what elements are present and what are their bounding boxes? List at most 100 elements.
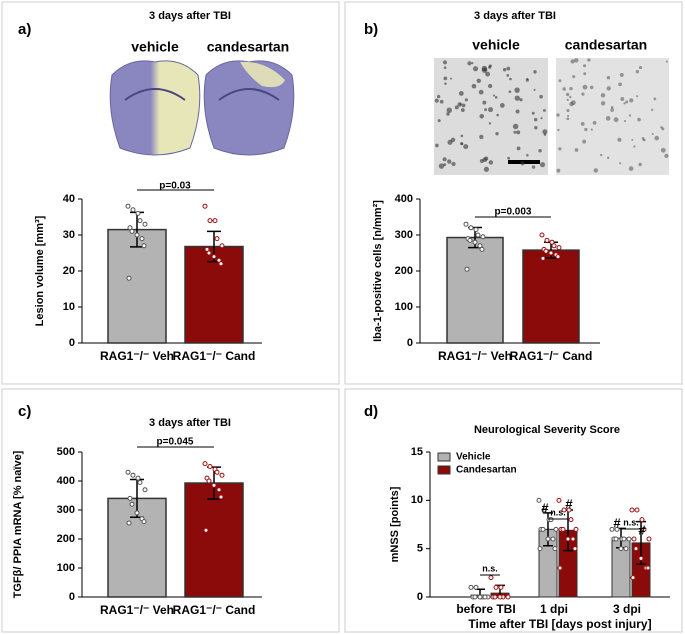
data-point: [219, 243, 225, 249]
cell-texture: [467, 61, 472, 66]
cell-texture: [571, 100, 576, 106]
cell-texture: [533, 70, 537, 74]
cell-texture: [543, 133, 547, 136]
x-tick-label: RAG1⁻/⁻ Veh: [100, 349, 174, 363]
cell-texture: [570, 59, 575, 64]
data-point: [568, 517, 574, 523]
cell-texture: [495, 132, 499, 136]
panel-label: a): [18, 21, 31, 38]
cell-texture: [437, 94, 441, 99]
cell-texture: [584, 127, 588, 132]
y-tick-label: 0: [69, 591, 75, 603]
y-tick-label: 15: [411, 446, 423, 458]
data-point: [551, 243, 557, 249]
y-tick-label: 0: [69, 337, 75, 349]
data-point: [544, 237, 550, 243]
cell-texture: [540, 117, 543, 120]
cell-texture: [572, 75, 576, 79]
y-tick-label: 200: [395, 265, 413, 277]
y-tick-label: 500: [57, 446, 75, 458]
cell-texture: [471, 83, 477, 89]
micrograph: [434, 58, 669, 175]
data-point: [609, 526, 615, 532]
annotation: p=0.045: [157, 437, 194, 448]
y-tick-label: 0: [417, 591, 423, 603]
data-point: [214, 236, 220, 242]
bar: [107, 228, 167, 344]
data-point: [566, 507, 572, 513]
cell-texture: [459, 103, 462, 106]
cell-texture: [437, 119, 441, 123]
cell-texture: [628, 166, 634, 171]
x-tick-label: 1 dpi: [540, 602, 568, 616]
cell-texture: [478, 89, 484, 95]
error-bar: [475, 588, 485, 596]
cell-texture: [472, 66, 479, 72]
cell-texture: [617, 137, 622, 142]
data-point: [480, 234, 486, 240]
data-point: [623, 546, 629, 552]
data-point: [218, 494, 224, 500]
cell-texture: [638, 162, 642, 167]
cell-texture: [664, 153, 669, 158]
data-point: [142, 221, 148, 227]
cell-texture: [525, 78, 529, 82]
bar: [184, 245, 244, 344]
data-point: [468, 225, 474, 231]
data-point: [561, 507, 567, 513]
cell-texture: [593, 168, 599, 173]
cell-texture: [488, 83, 493, 89]
cell-texture: [463, 144, 469, 150]
data-point: [211, 482, 217, 488]
cell-texture: [574, 148, 579, 152]
data-point: [626, 536, 632, 542]
data-point: [545, 536, 551, 542]
cell-texture: [607, 156, 610, 159]
cell-texture: [618, 82, 622, 87]
cell-texture: [556, 168, 561, 173]
cell-texture: [443, 66, 447, 70]
data-point: [218, 261, 224, 267]
cell-texture: [488, 107, 494, 113]
annotation: #: [613, 515, 621, 530]
cell-texture: [458, 91, 464, 96]
cell-texture: [460, 142, 464, 146]
panel-label: c): [18, 403, 31, 420]
cell-texture: [573, 58, 579, 63]
cell-texture: [566, 117, 570, 121]
data-point: [130, 472, 136, 478]
annotation: n.s.: [623, 517, 639, 527]
panel-frame: [344, 1, 683, 385]
data-point: [565, 536, 571, 542]
data-point: [570, 536, 576, 542]
cell-texture: [619, 72, 624, 77]
cell-texture: [542, 108, 546, 112]
data-point: [548, 250, 554, 256]
data-point: [553, 526, 559, 532]
x-tick-label: RAG1⁻/⁻ Veh: [438, 349, 512, 363]
cell-texture: [569, 86, 573, 91]
cell-texture: [610, 108, 614, 112]
x-tick-label: RAG1⁻/⁻ Cand: [173, 603, 256, 617]
y-tick-label: 200: [57, 533, 75, 545]
bar: [184, 482, 244, 598]
cell-texture: [625, 100, 629, 104]
data-point: [634, 507, 640, 513]
y-tick-label: 30: [63, 229, 75, 241]
data-point: [135, 210, 141, 216]
cell-texture: [507, 156, 511, 160]
cell-texture: [613, 117, 619, 123]
cell-texture: [660, 147, 666, 153]
cell-texture: [665, 60, 668, 63]
data-point: [633, 546, 639, 552]
data-point: [126, 520, 132, 526]
data-point: [479, 246, 485, 252]
cell-texture: [515, 109, 520, 114]
cell-texture: [542, 129, 548, 135]
y-tick-label: 400: [57, 475, 75, 487]
data-point: [473, 227, 479, 233]
data-point: [126, 275, 132, 281]
y-tick-label: 100: [57, 562, 75, 574]
chart-title: 3 days after TBI: [149, 417, 231, 429]
panel-label: b): [364, 21, 378, 38]
